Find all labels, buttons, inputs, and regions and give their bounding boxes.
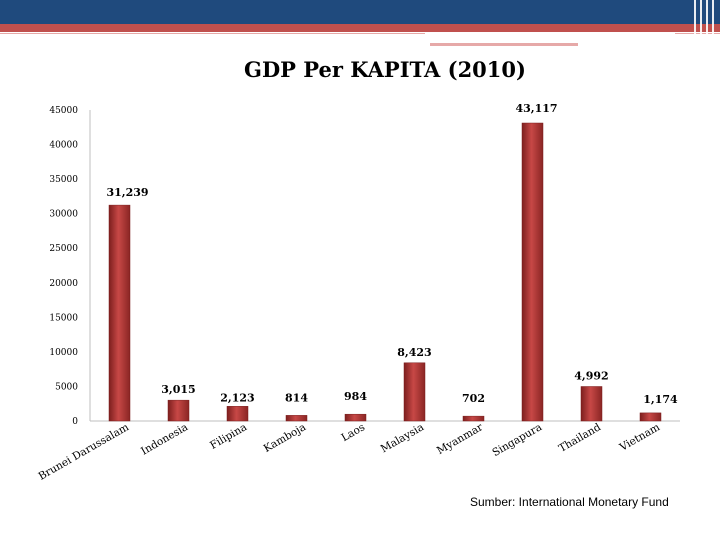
bar [167,399,190,422]
y-tick-label: 10000 [49,348,78,358]
y-tick-label: 45000 [49,106,78,116]
x-tick-label: Kamboja [262,421,308,455]
y-tick-label: 35000 [49,175,78,185]
header-divider [0,33,720,34]
x-tick-label: Thailand [557,421,603,455]
y-tick-label: 0 [72,417,78,427]
bar [639,412,662,422]
header-accent-bar [0,24,720,32]
x-tick-label: Indonesia [139,421,190,457]
y-tick-label: 5000 [55,382,78,392]
bar [226,406,249,422]
header-band [0,0,720,24]
bar [462,415,485,422]
header-white-strip [425,32,675,40]
data-label: 8,423 [397,346,431,359]
bar [108,204,131,422]
data-label: 2,123 [220,391,254,404]
x-tick-label: Brunei Darussalam [36,421,131,483]
header-stripes [692,0,720,48]
x-tick-label: Malaysia [379,421,426,455]
source-note: Sumber: International Monetary Fund [470,495,669,509]
data-label: 43,117 [515,102,557,115]
data-label: 1,174 [643,393,678,406]
x-tick-label: Laos [339,421,367,444]
data-label: 814 [285,391,308,404]
bar [521,122,544,422]
y-tick-label: 40000 [49,141,78,151]
bar [285,415,308,422]
data-label: 984 [344,390,367,403]
chart-title: GDP Per KAPITA (2010) [244,57,526,82]
y-tick-label: 20000 [49,279,78,289]
bar [580,386,603,422]
y-tick-label: 25000 [49,244,78,254]
data-label: 3,015 [161,383,195,396]
bar [344,413,367,422]
data-label: 4,992 [574,369,608,382]
data-label: 31,239 [106,186,148,199]
header-thin-bar [430,43,578,46]
x-tick-label: Singapura [490,421,544,459]
bar [403,362,426,422]
x-tick-label: Vietnam [617,421,662,454]
data-label: 702 [462,392,485,405]
y-tick-label: 30000 [49,210,78,220]
x-tick-label: Filipina [208,421,249,452]
x-tick-label: Myanmar [435,421,486,457]
y-tick-label: 15000 [49,313,78,323]
